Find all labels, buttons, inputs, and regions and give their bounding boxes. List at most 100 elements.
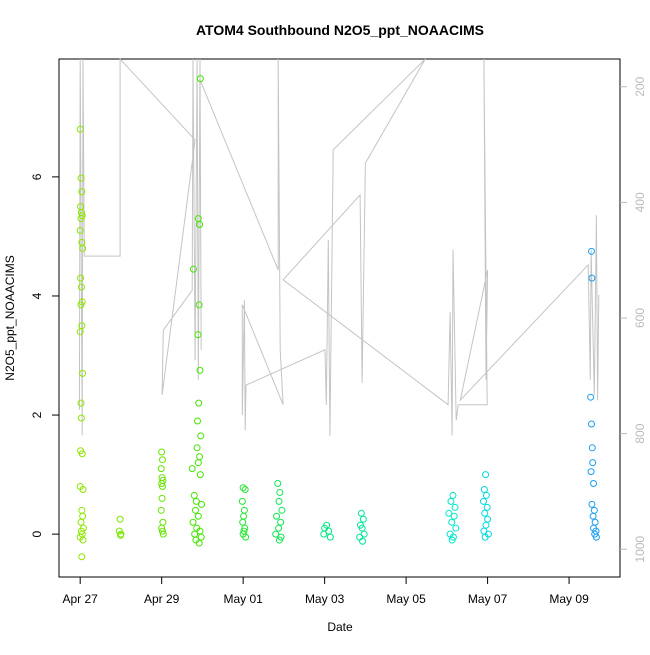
y-tick-label: 4 — [30, 292, 44, 299]
data-point — [591, 518, 599, 526]
data-point — [78, 506, 86, 514]
data-point — [195, 399, 203, 407]
x-tick-label: May 07 — [468, 592, 508, 606]
data-point — [448, 536, 456, 544]
data-point — [239, 484, 247, 492]
data-point — [77, 174, 85, 182]
x-tick-label: May 09 — [549, 592, 589, 606]
data-point — [451, 503, 459, 511]
data-point — [198, 500, 206, 508]
data-point — [79, 244, 87, 252]
data-point — [77, 518, 85, 526]
y-tick-label: 0 — [30, 530, 44, 537]
data-point — [588, 444, 596, 452]
data-point — [450, 512, 458, 520]
y2-tick-label: 1000 — [633, 536, 647, 563]
data-point — [189, 518, 197, 526]
data-point — [276, 488, 284, 496]
data-point — [189, 265, 197, 273]
data-point — [196, 221, 204, 229]
data-point — [78, 553, 86, 561]
data-point — [77, 414, 85, 422]
data-point — [76, 328, 84, 336]
data-point — [483, 503, 491, 511]
data-point — [194, 331, 202, 339]
data-point — [356, 533, 364, 541]
data-point — [482, 521, 490, 529]
data-point — [77, 301, 85, 309]
data-point — [191, 530, 199, 538]
data-point — [241, 485, 249, 493]
data-point — [359, 537, 367, 545]
data-point — [480, 485, 488, 493]
y2-tick-label: 600 — [633, 308, 647, 328]
data-point — [482, 491, 490, 499]
data-point — [197, 432, 205, 440]
data-point — [452, 524, 460, 532]
data-point — [157, 465, 165, 473]
data-point — [449, 491, 457, 499]
data-point — [326, 533, 334, 541]
data-point — [190, 491, 198, 499]
data-point — [76, 125, 84, 133]
x-tick-label: May 03 — [305, 592, 345, 606]
data-point — [77, 274, 85, 282]
data-point — [589, 459, 597, 467]
y2-tick-label: 800 — [633, 423, 647, 443]
data-point — [193, 444, 201, 452]
data-point — [158, 482, 166, 490]
data-point — [77, 215, 85, 223]
y-axis-label: N2O5_ppt_NOAACIMS — [3, 255, 17, 380]
y2-tick-label: 200 — [633, 76, 647, 96]
data-point — [590, 506, 598, 514]
data-point — [481, 533, 489, 541]
data-point — [77, 283, 85, 291]
data-point — [588, 500, 596, 508]
data-point — [194, 512, 202, 520]
data-point — [196, 471, 204, 479]
data-point — [275, 524, 283, 532]
data-point — [358, 524, 366, 532]
data-point — [590, 480, 598, 488]
data-point — [194, 417, 202, 425]
data-point — [196, 366, 204, 374]
data-point — [197, 533, 205, 541]
data-point — [275, 536, 283, 544]
data-point — [238, 497, 246, 505]
data-point — [359, 515, 367, 523]
data-point — [158, 456, 166, 464]
data-point — [587, 393, 595, 401]
data-point — [116, 515, 124, 523]
data-point — [278, 506, 286, 514]
data-point — [447, 497, 455, 505]
data-point — [480, 497, 488, 505]
data-point — [275, 497, 283, 505]
data-point — [158, 527, 166, 535]
data-point — [196, 453, 204, 461]
data-point — [158, 480, 166, 488]
x-tick-label: Apr 29 — [144, 592, 180, 606]
x-axis-label: Date — [327, 620, 353, 634]
chart-title: ATOM4 Southbound N2O5_ppt_NOAACIMS — [196, 22, 484, 38]
data-point — [240, 512, 248, 520]
data-point — [274, 480, 282, 488]
data-point — [159, 530, 167, 538]
y-tick-label: 6 — [30, 173, 44, 180]
plot-frame — [58, 58, 621, 578]
data-point — [357, 509, 365, 517]
data-point — [192, 497, 200, 505]
data-point — [587, 468, 595, 476]
data-point — [482, 471, 490, 479]
data-point — [195, 539, 203, 547]
data-point — [481, 509, 489, 517]
data-point — [445, 509, 453, 517]
data-point — [157, 506, 165, 514]
pressure-line — [78, 57, 600, 436]
data-point — [587, 420, 595, 428]
data-point — [589, 512, 597, 520]
data-point — [196, 75, 204, 83]
data-point — [78, 450, 86, 458]
data-point — [159, 518, 167, 526]
data-point — [191, 506, 199, 514]
